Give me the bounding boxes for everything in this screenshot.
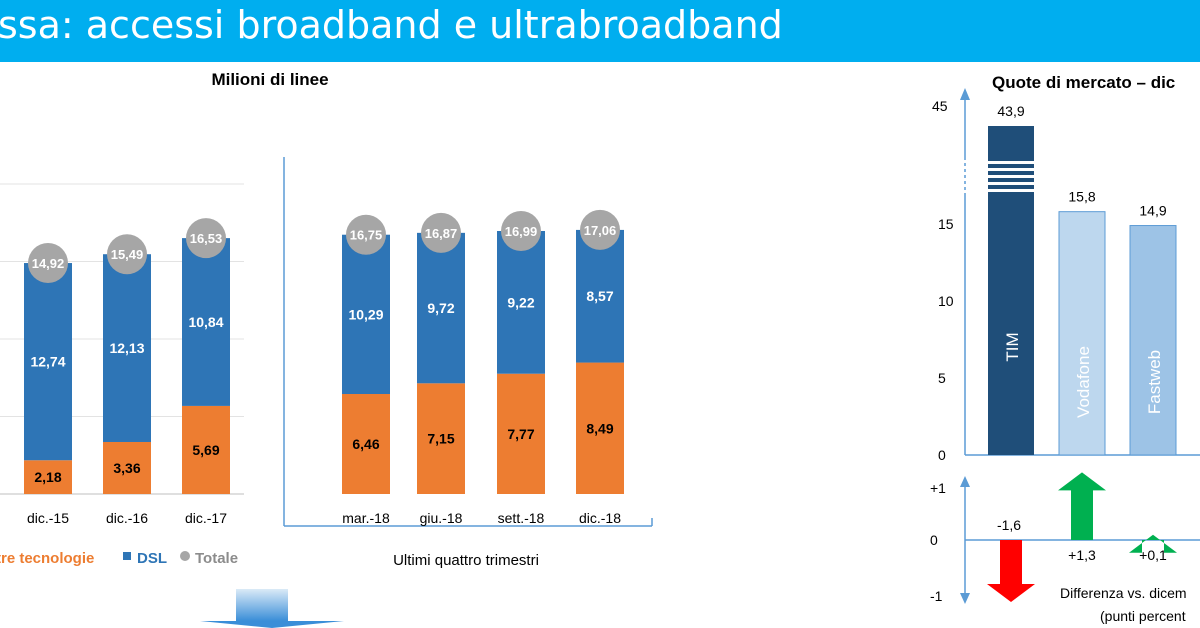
bar-vodafone [1058, 211, 1106, 456]
value-label: 14,9 [1139, 203, 1166, 219]
bar-dsl [342, 234, 390, 394]
legend-total: Totale [195, 550, 238, 567]
x-tick-label: giu.-18 [420, 510, 463, 526]
charts-canvas: Milioni di linee 2,18 12,74 14,92 dic.-15 3,… [0, 70, 1200, 628]
x-tick-label: dic.-18 [579, 510, 621, 526]
delta-axis-up-icon [960, 476, 970, 487]
group-caption: Ultimi quattro trimestri [393, 552, 539, 569]
right-chart: Quote di mercato – dic 0 5 10 15 45 43,9 TIM 15… [930, 73, 1200, 624]
label-total: 16,53 [190, 231, 223, 246]
left-chart-title: Milioni di linee [211, 70, 328, 89]
label-other-tech: 7,15 [427, 431, 454, 447]
arrow-down-icon-tip [200, 621, 344, 628]
bar-dsl [182, 238, 230, 406]
bar-dsl [497, 230, 545, 374]
label-total: 16,75 [350, 228, 383, 243]
y-tick-label: 0 [938, 447, 946, 463]
label-total: 17,06 [584, 223, 617, 238]
label-dsl: 12,13 [109, 340, 144, 356]
bar-other-tech [24, 460, 72, 494]
total-marker [186, 218, 226, 259]
delta-y-tick: 0 [930, 532, 938, 548]
total-marker [580, 209, 620, 250]
y-tick-label: 15 [938, 216, 954, 232]
bar-other-tech [417, 383, 465, 494]
bar-tim [988, 126, 1034, 455]
delta-arrow-up-icon [1058, 472, 1106, 540]
label-total: 16,99 [505, 224, 538, 239]
delta-y-tick: +1 [930, 480, 946, 496]
value-label: 43,9 [997, 103, 1024, 119]
label-dsl: 12,74 [30, 354, 65, 370]
arrow-down-icon [236, 589, 288, 621]
delta-label: -1,6 [997, 517, 1021, 533]
label-dsl: 10,29 [348, 306, 383, 322]
delta-label: +1,3 [1068, 547, 1096, 563]
bar-other-tech [182, 405, 230, 494]
left-chart: Milioni di linee 2,18 12,74 14,92 dic.-15 3,… [0, 70, 653, 628]
category-label: Fastweb [1145, 350, 1164, 414]
total-marker [28, 243, 68, 284]
label-other-tech: 5,69 [192, 442, 219, 458]
axis-break-stripe [988, 175, 1034, 178]
axis-break-stripe [988, 182, 1034, 185]
delta-arrow-down-icon [987, 540, 1035, 602]
label-other-tech: 8,49 [586, 420, 613, 436]
label-total: 15,49 [111, 247, 144, 262]
label-other-tech: 3,36 [113, 460, 140, 476]
delta-axis-down-icon [960, 593, 970, 604]
label-other-tech: 7,77 [507, 426, 534, 442]
bar-dsl [417, 232, 465, 384]
x-tick-label: sett.-18 [498, 510, 545, 526]
x-tick-label: dic.-15 [27, 510, 69, 526]
delta-y-tick: -1 [930, 588, 943, 604]
y-tick-label: 10 [938, 293, 954, 309]
label-dsl: 8,57 [586, 288, 613, 304]
total-marker [501, 210, 541, 251]
category-label: Vodafone [1074, 346, 1093, 418]
label-other-tech: 6,46 [352, 436, 379, 452]
bar-other-tech [103, 441, 151, 494]
label-total: 14,92 [32, 256, 65, 271]
value-label: 15,8 [1068, 189, 1095, 205]
x-tick-label: dic.-16 [106, 510, 148, 526]
delta-caption-line1: Differenza vs. dicem [1060, 585, 1187, 601]
label-dsl: 10,84 [188, 314, 223, 330]
bar-other-tech [342, 393, 390, 494]
label-dsl: 9,22 [507, 294, 534, 310]
legend-dsl: DSL [137, 550, 167, 567]
bar-dsl [24, 263, 72, 461]
bar-dsl [576, 229, 624, 363]
total-marker [107, 234, 147, 275]
legend-swatch-total [180, 551, 190, 561]
category-label: TIM [1003, 332, 1022, 361]
delta-arrow-up-icon [1129, 534, 1177, 553]
total-marker [421, 212, 461, 253]
label-total: 16,87 [425, 226, 458, 241]
y-axis-arrow-icon [960, 88, 970, 100]
bar-other-tech [497, 373, 545, 494]
x-tick-label: dic.-17 [185, 510, 227, 526]
delta-label: +0,1 [1139, 547, 1167, 563]
axis-break-stripe [988, 168, 1034, 171]
bar-other-tech [576, 362, 624, 494]
y-tick-label: 5 [938, 370, 946, 386]
axis-break-stripe [988, 189, 1034, 192]
legend-other-tech: tre tecnologie [0, 550, 94, 567]
header-bar: ssa: accessi broadband e ultrabroadband [0, 0, 1200, 62]
y-tick-label: 45 [932, 98, 948, 114]
bar-fastweb [1129, 225, 1177, 456]
right-chart-title: Quote di mercato – dic [992, 73, 1175, 92]
page-title: ssa: accessi broadband e ultrabroadband [0, 3, 783, 47]
label-other-tech: 2,18 [34, 469, 61, 485]
legend-swatch-dsl [123, 552, 131, 560]
delta-caption-line2: (punti percent [1100, 608, 1186, 624]
label-dsl: 9,72 [427, 300, 454, 316]
total-marker [346, 214, 386, 255]
axis-break-stripe [988, 161, 1034, 164]
bar-dsl [103, 254, 151, 442]
x-tick-label: mar.-18 [342, 510, 390, 526]
